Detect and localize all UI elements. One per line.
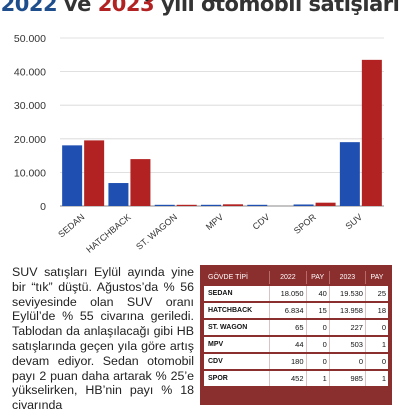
bar-st-wagon-s1 — [176, 204, 197, 206]
bar-st-wagon-s0 — [154, 204, 175, 206]
table-cell: 19.530 — [329, 286, 366, 301]
table-cell: 0 — [329, 354, 366, 369]
table-row: SPOR 452 1 985 1 — [204, 371, 388, 386]
x-tick-label: HATCHBACK — [84, 212, 132, 255]
table-cell: 65 — [270, 320, 307, 335]
table-cell: 40 — [306, 286, 330, 301]
x-tick-label: CDV — [251, 212, 272, 232]
bar-mpv-s0 — [201, 204, 221, 206]
x-tick-label: SUV — [344, 212, 365, 232]
table-cell: 0 — [365, 320, 388, 335]
y-tick-label: 20.000 — [14, 134, 46, 146]
table-body: SEDAN 18.050 40 19.530 25 HATCHBACK 6.834 15 13.… — [204, 286, 388, 386]
table-cell: 227 — [329, 320, 366, 335]
title-year-2023: 2023 — [97, 0, 155, 16]
table-header-cell: 2023 — [329, 271, 366, 284]
bar-cdv-s0 — [247, 204, 268, 206]
bar-suv-s0 — [339, 142, 360, 206]
table-row: CDV 180 0 0 0 — [204, 354, 388, 369]
x-tick-label: ST. WAGON — [134, 212, 179, 252]
table-cell: 44 — [270, 337, 307, 352]
table-cell: 18 — [365, 303, 388, 318]
table-cell: 503 — [329, 337, 366, 352]
bars — [62, 59, 382, 207]
bar-hatchback-s0 — [108, 183, 129, 206]
bar-mpv-s1 — [223, 204, 243, 206]
table-header-row: GÖVDE TİPİ 2022 PAY 2023 PAY — [204, 271, 388, 284]
x-tick-label: SEDAN — [56, 212, 86, 240]
bar-spor-s0 — [293, 204, 314, 206]
table-row: ST. WAGON 65 0 227 0 — [204, 320, 388, 335]
title-rest: yılı otomobil satışları — [154, 0, 400, 16]
table-cell: SPOR — [204, 371, 271, 386]
table-cell: ST. WAGON — [204, 320, 271, 335]
article-text: SUV satışları Eylül ayında yine bir “tık… — [12, 265, 194, 413]
table-header-cell: 2022 — [270, 271, 307, 284]
table-cell: 0 — [365, 354, 388, 369]
table-cell: CDV — [204, 354, 271, 369]
table-cell: 180 — [270, 354, 307, 369]
sales-table: GÖVDE TİPİ 2022 PAY 2023 PAY SEDAN 18.050 40 19… — [200, 265, 392, 405]
table-header-cell: PAY — [365, 271, 388, 284]
title-year-2022: 2022 — [0, 0, 58, 16]
table-cell: 1 — [365, 371, 388, 386]
y-tick-label: 0 — [40, 201, 46, 213]
chart-title: 2022 ve 2023 yılı otomobil satışları — [0, 0, 400, 17]
table-cell: 13.958 — [329, 303, 366, 318]
x-tick-label: MPV — [204, 212, 225, 232]
table-row: HATCHBACK 6.834 15 13.958 18 — [204, 303, 388, 318]
table-row: MPV 44 0 503 1 — [204, 337, 388, 352]
x-tick-label: SPOR — [292, 212, 318, 236]
table-cell: 6.834 — [270, 303, 307, 318]
y-tick-label: 50.000 — [14, 33, 46, 45]
table-cell: 0 — [306, 337, 330, 352]
table-row: SEDAN 18.050 40 19.530 25 — [204, 286, 388, 301]
y-tick-label: 40.000 — [14, 67, 46, 79]
bar-spor-s1 — [315, 202, 336, 206]
table-cell: 18.050 — [270, 286, 307, 301]
y-tick-label: 30.000 — [14, 100, 46, 112]
table-cell: 0 — [306, 354, 330, 369]
gridlines — [60, 37, 384, 207]
table-cell: 1 — [365, 337, 388, 352]
table-cell: MPV — [204, 337, 271, 352]
bar-sedan-s1 — [84, 140, 105, 206]
bar-suv-s1 — [361, 59, 382, 207]
bar-sedan-s0 — [62, 145, 83, 206]
table-cell: 1 — [306, 371, 330, 386]
table-cell: 25 — [365, 286, 388, 301]
title-connector: ve — [57, 0, 98, 16]
table-cell: 0 — [306, 320, 330, 335]
table-header-cell: GÖVDE TİPİ — [204, 271, 271, 284]
table-cell: 985 — [329, 371, 366, 386]
y-axis-ticks: 0 10.000 20.000 30.000 40.000 50.000 — [14, 33, 46, 213]
table-header-cell: PAY — [306, 271, 330, 284]
bar-chart: 0 10.000 20.000 30.000 40.000 50.000 SEDANHAT… — [14, 33, 384, 255]
table-cell: SEDAN — [204, 286, 271, 301]
y-tick-label: 10.000 — [14, 167, 46, 179]
bar-hatchback-s1 — [130, 159, 151, 206]
table-cell: 452 — [270, 371, 307, 386]
table-cell: 15 — [306, 303, 330, 318]
table-cell: HATCHBACK — [204, 303, 271, 318]
